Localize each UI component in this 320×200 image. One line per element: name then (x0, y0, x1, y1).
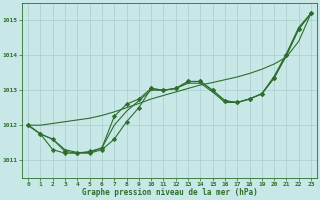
X-axis label: Graphe pression niveau de la mer (hPa): Graphe pression niveau de la mer (hPa) (82, 188, 258, 197)
